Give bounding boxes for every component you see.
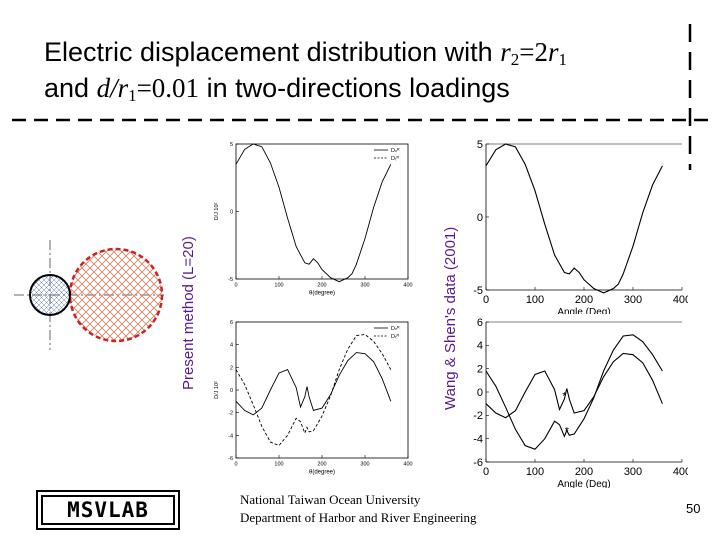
y-tick-label: -4: [473, 434, 483, 446]
title-line-2: and d/r1=0.01 in two-directions loadings: [44, 72, 510, 112]
y-tick-label: -2: [228, 411, 233, 417]
y-tick-label: 6: [477, 317, 483, 329]
y-tick-label: -2: [473, 410, 483, 422]
x-tick-label: 200: [317, 283, 326, 289]
title-sub: 1: [558, 50, 567, 69]
x-tick-label: 200: [317, 462, 326, 468]
legend-label: Dₙᴿ: [391, 325, 400, 332]
title-math-dr: d/r1: [96, 73, 137, 105]
x-tick-label: 300: [360, 462, 369, 468]
footer-department: Department of Harbor and River Engineeri…: [240, 510, 477, 525]
title-text: and: [44, 73, 97, 103]
y-axis-label: D/J 10²: [214, 381, 220, 399]
x-tick-label: 200: [575, 294, 593, 306]
x-tick-label: 300: [624, 466, 642, 478]
y-tick-label: 4: [477, 340, 483, 352]
y-tick-label: 2: [477, 364, 483, 376]
y-tick-label: 0: [477, 387, 483, 399]
title-math-r2: r2: [500, 37, 520, 69]
title-eq: =2: [519, 37, 548, 67]
y-tick-label: 5: [230, 142, 233, 148]
x-tick-label: 100: [526, 294, 544, 306]
title-dr: d/r: [96, 73, 129, 103]
y-tick-label: -5: [228, 277, 233, 283]
series-line: [235, 334, 392, 447]
y-tick-label: 2: [230, 365, 233, 371]
footer: National Taiwan Ocean University Departm…: [240, 491, 476, 527]
title-text: in two-directions loadings: [199, 73, 510, 103]
x-tick-label: 0: [483, 466, 489, 478]
series-line: [485, 352, 663, 419]
x-tick-label: 400: [403, 462, 412, 468]
series-line: [235, 143, 392, 283]
x-axis-label: θ(degree): [309, 470, 335, 476]
footer-university: National Taiwan Ocean University: [240, 492, 421, 507]
x-axis-label: Angle (Deg): [557, 307, 610, 314]
y-tick-label: -4: [228, 433, 233, 439]
plot-frame: [235, 143, 409, 280]
y-tick-label: 5: [477, 139, 483, 151]
y-tick-label: 0: [230, 209, 233, 215]
x-tick-label: 0: [483, 294, 489, 306]
title-r: r: [547, 37, 559, 67]
right-method-label: Wang & Shen's data (2001): [442, 226, 459, 410]
legend-label: Dₙᴿ: [391, 147, 400, 154]
y-axis-label: D/J 10²: [214, 202, 220, 220]
y-tick-label: 0: [230, 388, 233, 394]
y-tick-label: 4: [230, 343, 233, 349]
x-tick-label: 100: [274, 462, 283, 468]
inclusion-diagram: [14, 240, 164, 350]
x-tick-label: 0: [234, 283, 237, 289]
x-tick-label: 300: [624, 294, 642, 306]
x-tick-label: 400: [673, 466, 688, 478]
y-tick-label: -6: [473, 457, 483, 469]
star-marker: *: [562, 391, 567, 403]
title-math-r1: r1: [547, 37, 567, 69]
y-tick-label: 6: [230, 320, 233, 326]
inner-hole: [29, 274, 71, 316]
y-tick-label: -5: [473, 285, 483, 297]
title-eq: =0.01: [136, 73, 200, 103]
star-marker: *: [565, 426, 570, 438]
x-tick-label: 100: [274, 283, 283, 289]
chart-wang-top: 50-50100200300400Angle (Deg): [473, 139, 688, 314]
title-sub: 1: [128, 86, 137, 105]
legend-label: Dₜᴿ: [391, 333, 400, 340]
outer-inclusion: [68, 247, 164, 343]
title-sub: 2: [510, 50, 520, 69]
series-line: [485, 143, 663, 294]
title-text: Electric displacement distribution with: [44, 37, 501, 67]
x-tick-label: 100: [526, 466, 544, 478]
y-tick-label: -6: [228, 456, 233, 462]
x-axis-label: Angle (Deg): [557, 479, 610, 488]
x-tick-label: 300: [360, 283, 369, 289]
x-axis-label: θ(degree): [309, 291, 335, 297]
series-line: [485, 334, 663, 450]
plot-frame: [235, 321, 409, 459]
msvlab-logo-text: MSVLAB: [41, 495, 175, 525]
msvlab-logo: MSVLAB: [36, 490, 180, 530]
title-line-1: Electric displacement distribution with …: [44, 36, 567, 76]
x-tick-label: 200: [575, 466, 593, 478]
legend-label: Dₜᴿ: [391, 155, 400, 162]
page-number: 50: [686, 501, 701, 516]
title-r: r: [500, 37, 511, 67]
x-tick-label: 400: [403, 283, 412, 289]
y-tick-label: 0: [477, 212, 483, 224]
x-tick-label: 0: [234, 462, 237, 468]
series-line: [235, 352, 392, 416]
x-tick-label: 400: [673, 294, 688, 306]
left-method-label: Present method (L=20): [180, 236, 197, 390]
